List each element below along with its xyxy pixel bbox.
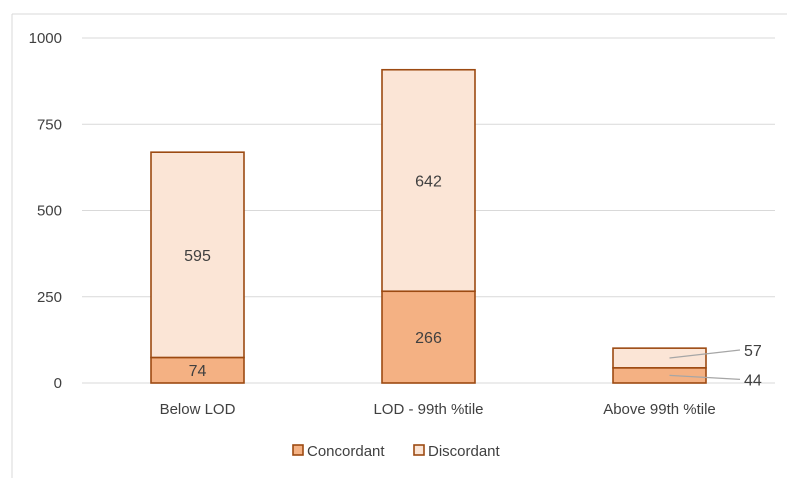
data-label: 57 [744, 343, 762, 360]
bars [150, 68, 707, 384]
data-labels: 74 595 266 642 44 57 [184, 173, 762, 389]
y-tick-label: 750 [37, 116, 62, 133]
legend: Concordant Discordant [292, 443, 501, 460]
x-tick-label: Below LOD [160, 401, 236, 418]
bar-concordant-1 [150, 356, 245, 384]
bar-discordant-3 [612, 347, 707, 369]
x-tick-label: Above 99th %tile [603, 401, 716, 418]
data-label: 74 [189, 363, 207, 380]
data-label: 595 [184, 248, 211, 265]
y-tick-label: 1000 [29, 30, 62, 47]
data-label: 44 [744, 372, 762, 389]
y-axis: 0 250 500 750 1000 [29, 30, 62, 392]
bar-discordant-2 [381, 68, 476, 293]
bar-concordant-3 [612, 367, 707, 384]
y-tick-label: 500 [37, 203, 62, 220]
legend-swatch-discordant [413, 444, 425, 456]
x-tick-label: LOD - 99th %tile [373, 401, 483, 418]
legend-swatch-concordant [292, 444, 304, 456]
x-axis: Below LOD LOD - 99th %tile Above 99th %til… [160, 401, 716, 418]
bar-discordant-1 [150, 151, 245, 359]
legend-label-concordant: Concordant [307, 443, 385, 460]
leader-line [669, 374, 741, 381]
bar-concordant-2 [381, 290, 476, 384]
y-tick-label: 250 [37, 289, 62, 306]
leader-line [669, 349, 741, 359]
legend-label-discordant: Discordant [428, 443, 501, 460]
y-tick-label: 0 [54, 375, 62, 392]
data-label: 266 [415, 330, 442, 347]
data-label: 642 [415, 173, 442, 190]
